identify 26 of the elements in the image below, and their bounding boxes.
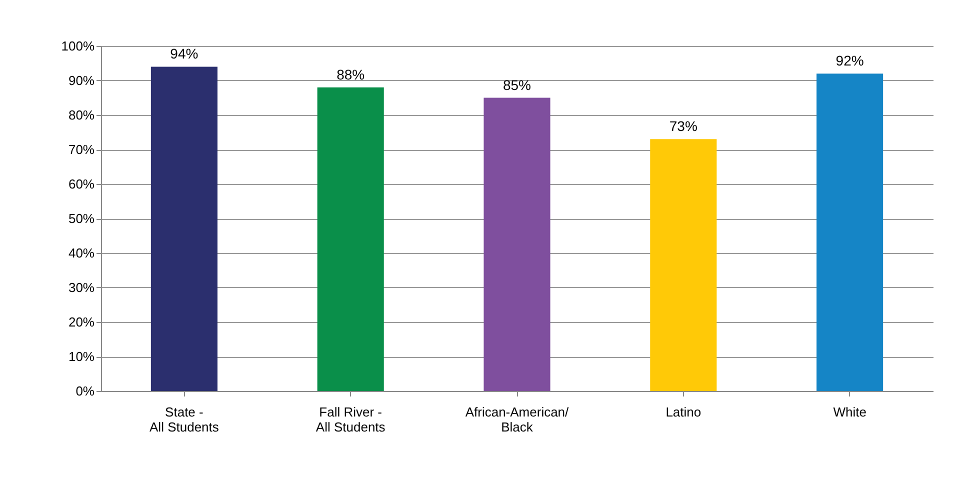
- x-tick-label: White: [833, 404, 866, 420]
- y-tick-label: 90%: [68, 73, 95, 88]
- data-label: 73%: [669, 118, 698, 134]
- y-tick-label: 80%: [68, 108, 95, 122]
- y-tick-label: 70%: [68, 142, 95, 157]
- data-label: 92%: [836, 52, 864, 69]
- y-tick-label: 100%: [61, 38, 95, 54]
- data-label: 94%: [170, 46, 198, 62]
- y-tick-label: 10%: [68, 349, 95, 364]
- y-tick-label: 0%: [76, 384, 95, 398]
- bar: [650, 139, 717, 391]
- bar: [816, 74, 884, 391]
- data-label: 85%: [502, 76, 532, 93]
- y-tick-label: 50%: [68, 211, 95, 226]
- bar: [150, 66, 218, 391]
- x-tick-label: Latino: [666, 404, 702, 420]
- bar: [317, 87, 384, 391]
- data-label: 88%: [336, 66, 365, 82]
- bar: [484, 98, 550, 391]
- y-tick-label: 30%: [68, 280, 95, 295]
- y-tick-label: 60%: [68, 176, 95, 192]
- x-tick-label: State - All Students: [150, 404, 220, 434]
- x-tick-label: African-American/ Black: [465, 404, 570, 434]
- y-tick-label: 40%: [68, 246, 95, 260]
- y-tick-label: 20%: [68, 314, 95, 330]
- x-tick-label: Fall River - All Students: [316, 404, 386, 434]
